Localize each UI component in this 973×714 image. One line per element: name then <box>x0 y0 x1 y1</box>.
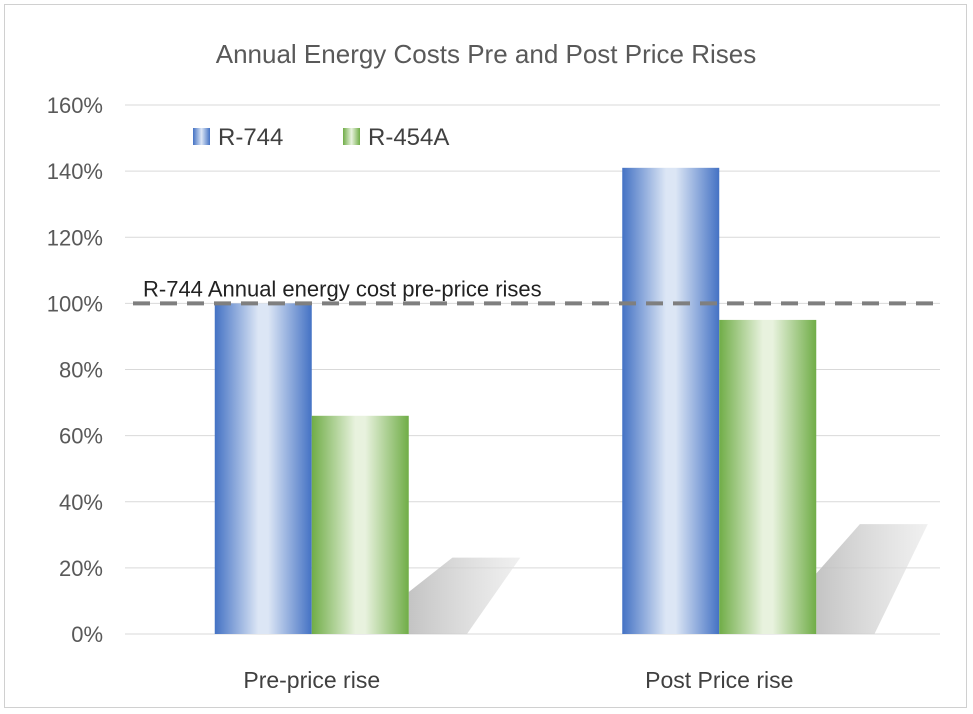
bar-r-454a-1 <box>719 319 817 634</box>
y-tick-label: 40% <box>59 490 103 515</box>
y-tick-label: 140% <box>47 159 103 184</box>
legend-label: R-454A <box>368 124 449 151</box>
bar-shadow <box>816 524 928 634</box>
legend: R-744 R-454A <box>193 124 449 151</box>
y-tick-label: 60% <box>59 424 103 449</box>
reference-line-label: R-744 Annual energy cost pre-price rises <box>143 276 542 301</box>
legend-label: R-744 <box>218 124 283 151</box>
bar-chart: Annual Energy Costs Pre and Post Price R… <box>47 39 940 693</box>
y-axis-ticks: 0% 20% 40% 60% 80% 100% 120% 140% 160% <box>47 93 103 647</box>
y-tick-label: 0% <box>71 622 103 647</box>
y-tick-label: 20% <box>59 556 103 581</box>
bar-shadow <box>408 557 521 634</box>
y-tick-label: 160% <box>47 93 103 118</box>
x-category-label: Pre-price rise <box>243 667 380 693</box>
bar-r-744-0 <box>214 303 312 634</box>
bar-r-454a-0 <box>311 415 409 634</box>
y-tick-label: 120% <box>47 225 103 250</box>
chart-frame: Annual Energy Costs Pre and Post Price R… <box>4 4 967 708</box>
bars <box>214 167 817 634</box>
legend-swatch-r-744 <box>193 128 210 145</box>
y-tick-label: 80% <box>59 358 103 383</box>
bar-r-744-1 <box>622 167 720 634</box>
reference-line-group: R-744 Annual energy cost pre-price rises <box>133 276 940 306</box>
chart-title: Annual Energy Costs Pre and Post Price R… <box>216 39 756 69</box>
y-tick-label: 100% <box>47 291 103 316</box>
x-category-label: Post Price rise <box>645 667 793 693</box>
x-axis-categories: Pre-price rise Post Price rise <box>243 667 793 693</box>
legend-swatch-r-454a <box>343 128 360 145</box>
bar-shadows <box>408 524 928 634</box>
